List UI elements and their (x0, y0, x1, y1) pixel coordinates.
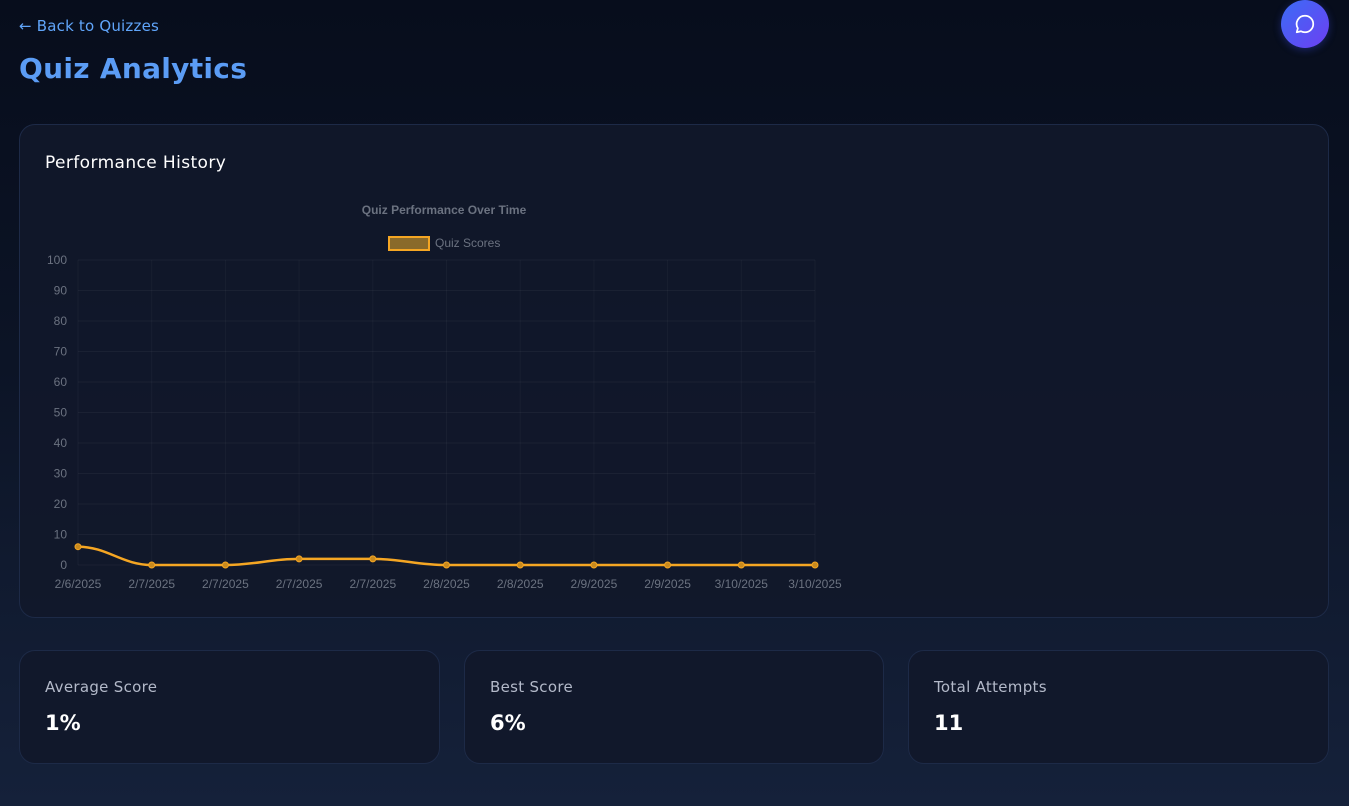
x-tick-label: 2/9/2025 (644, 577, 691, 591)
y-tick-label: 90 (54, 284, 68, 298)
data-point (516, 561, 524, 569)
data-point (590, 561, 598, 569)
y-tick-label: 50 (54, 406, 68, 420)
chart-title: Quiz Performance Over Time (362, 203, 527, 217)
x-tick-label: 2/9/2025 (571, 577, 618, 591)
chat-bubble-icon (1294, 13, 1316, 35)
x-tick-label: 2/7/2025 (276, 577, 323, 591)
chat-button[interactable] (1281, 0, 1329, 48)
performance-history-card: Performance History Quiz Performance Ove… (19, 124, 1329, 618)
y-tick-label: 70 (54, 345, 68, 359)
stat-value: 6% (490, 711, 526, 735)
x-tick-label: 3/10/2025 (715, 577, 769, 591)
data-point (811, 561, 819, 569)
data-point (664, 561, 672, 569)
x-tick-label: 2/7/2025 (349, 577, 396, 591)
data-point (295, 555, 303, 563)
x-tick-label: 2/8/2025 (423, 577, 470, 591)
stat-label: Total Attempts (934, 678, 1047, 696)
data-point (148, 561, 156, 569)
data-point (369, 555, 377, 563)
stat-label: Average Score (45, 678, 158, 696)
y-tick-label: 30 (54, 467, 68, 481)
average-score-card: Average Score 1% (19, 650, 440, 764)
stat-value: 11 (934, 711, 964, 735)
card-heading: Performance History (45, 153, 227, 173)
performance-chart: Quiz Performance Over Time Quiz Scores 0 10… (47, 203, 842, 591)
y-tick-label: 10 (54, 528, 68, 542)
x-tick-label: 2/7/2025 (202, 577, 249, 591)
y-tick-label: 100 (47, 253, 67, 267)
y-tick-label: 60 (54, 375, 68, 389)
stat-value: 1% (45, 711, 81, 735)
page-title: Quiz Analytics (19, 52, 248, 85)
x-tick-label: 2/6/2025 (55, 577, 102, 591)
y-tick-label: 0 (60, 558, 67, 572)
data-point (737, 561, 745, 569)
y-tick-label: 20 (54, 497, 68, 511)
best-score-card: Best Score 6% (464, 650, 884, 764)
total-attempts-card: Total Attempts 11 (908, 650, 1329, 764)
y-tick-label: 80 (54, 314, 68, 328)
legend-label: Quiz Scores (435, 236, 500, 250)
stat-label: Best Score (490, 678, 573, 696)
back-to-quizzes-link[interactable]: ← Back to Quizzes (19, 17, 160, 35)
data-point (74, 543, 82, 551)
legend-swatch (388, 236, 430, 251)
x-tick-label: 2/7/2025 (128, 577, 175, 591)
data-point (443, 561, 450, 569)
data-point (221, 561, 229, 569)
y-tick-label: 40 (54, 436, 68, 450)
x-tick-label: 2/8/2025 (497, 577, 544, 591)
x-tick-label: 3/10/2025 (788, 577, 842, 591)
